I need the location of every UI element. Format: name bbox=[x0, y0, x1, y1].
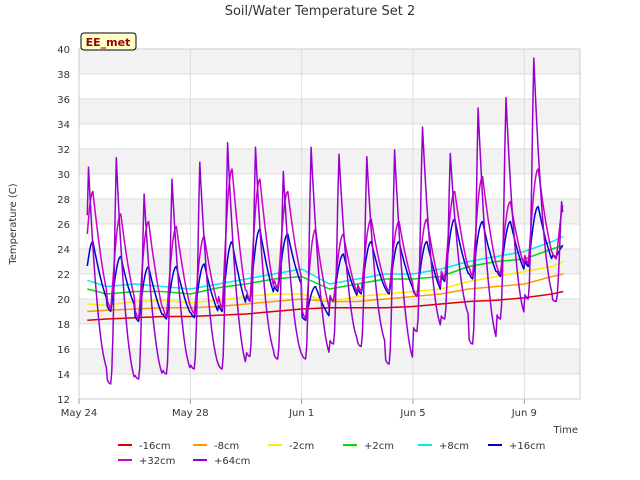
chart-title: Soil/Water Temperature Set 2 bbox=[225, 4, 416, 19]
x-tick-label: May 24 bbox=[61, 408, 98, 419]
x-tick-label: Jun 5 bbox=[399, 408, 425, 419]
x-tick-label: May 28 bbox=[172, 408, 209, 419]
plot-band bbox=[79, 349, 580, 374]
y-tick-label: 16 bbox=[57, 345, 70, 356]
y-tick-label: 12 bbox=[57, 395, 70, 406]
legend-label: +8cm bbox=[439, 441, 469, 452]
plot-bands bbox=[79, 49, 580, 374]
legend-label: +2cm bbox=[364, 441, 394, 452]
y-tick-label: 18 bbox=[57, 320, 70, 331]
y-axis-label: Temperature (C) bbox=[8, 183, 19, 265]
legend-label: -16cm bbox=[139, 441, 171, 452]
series-lines bbox=[86, 57, 564, 385]
legend-label: +64cm bbox=[214, 456, 250, 467]
y-tick-label: 20 bbox=[57, 295, 70, 306]
legend-label: -8cm bbox=[214, 441, 239, 452]
y-tick-label: 36 bbox=[57, 95, 70, 106]
plot-frame bbox=[78, 48, 581, 400]
station-badge: EE_met bbox=[80, 32, 137, 51]
station-badge-label: EE_met bbox=[86, 36, 131, 49]
x-tick-label: Jun 1 bbox=[288, 408, 314, 419]
series-line-+2cm bbox=[87, 244, 564, 295]
plot-band bbox=[79, 49, 580, 74]
x-axis: May 24 May 28 Jun 1 Jun 5 Jun 9 bbox=[61, 399, 537, 419]
y-tick-label: 28 bbox=[57, 195, 70, 206]
y-tick-label: 34 bbox=[57, 120, 70, 131]
y-tick-label: 24 bbox=[57, 245, 70, 256]
y-tick-label: 32 bbox=[57, 145, 70, 156]
y-tick-label: 22 bbox=[57, 270, 70, 281]
plot-band bbox=[79, 199, 580, 224]
plot-band bbox=[79, 149, 580, 174]
y-tick-label: 38 bbox=[57, 70, 70, 81]
y-tick-label: 40 bbox=[57, 45, 70, 56]
x-axis-label: Time bbox=[553, 425, 578, 436]
plot-band bbox=[79, 99, 580, 124]
y-tick-label: 30 bbox=[57, 170, 70, 181]
series-line-+32cm bbox=[86, 168, 564, 320]
series-line-+64cm bbox=[86, 57, 564, 385]
legend-label: +16cm bbox=[509, 441, 545, 452]
series-line-+8cm bbox=[87, 235, 564, 290]
y-tick-label: 14 bbox=[57, 370, 70, 381]
legend: -16cm -8cm -2cm +2cm +8cm +16cm +32cm +64cm bbox=[118, 441, 545, 467]
y-axis: 12 14 16 18 20 22 24 26 28 30 32 34 36 38 40 bbox=[57, 45, 70, 406]
legend-label: -2cm bbox=[289, 441, 314, 452]
legend-label: +32cm bbox=[139, 456, 175, 467]
x-tick-label: Jun 9 bbox=[511, 408, 537, 419]
y-tick-label: 26 bbox=[57, 220, 70, 231]
